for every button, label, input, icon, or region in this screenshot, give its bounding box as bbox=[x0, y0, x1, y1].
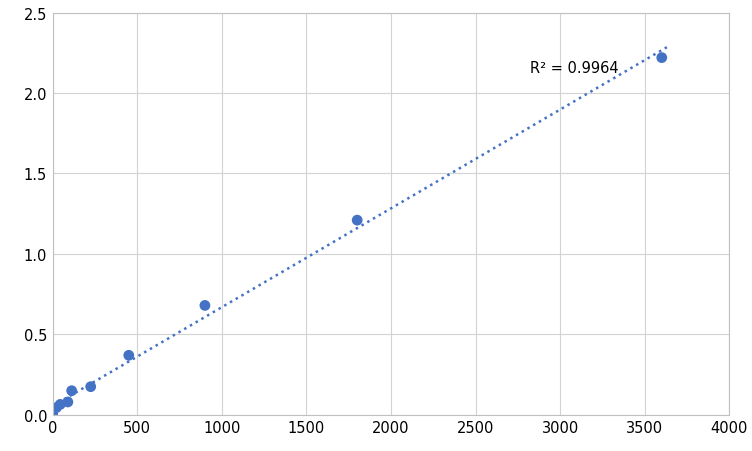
Point bbox=[50, 404, 62, 411]
Point bbox=[47, 411, 59, 418]
Text: R² = 0.9964: R² = 0.9964 bbox=[529, 61, 618, 76]
Point bbox=[656, 55, 668, 62]
Point bbox=[85, 383, 97, 391]
Point bbox=[54, 401, 66, 408]
Point bbox=[351, 217, 363, 224]
Point bbox=[62, 399, 74, 406]
Point bbox=[199, 302, 211, 309]
Point bbox=[123, 352, 135, 359]
Point bbox=[65, 387, 77, 395]
